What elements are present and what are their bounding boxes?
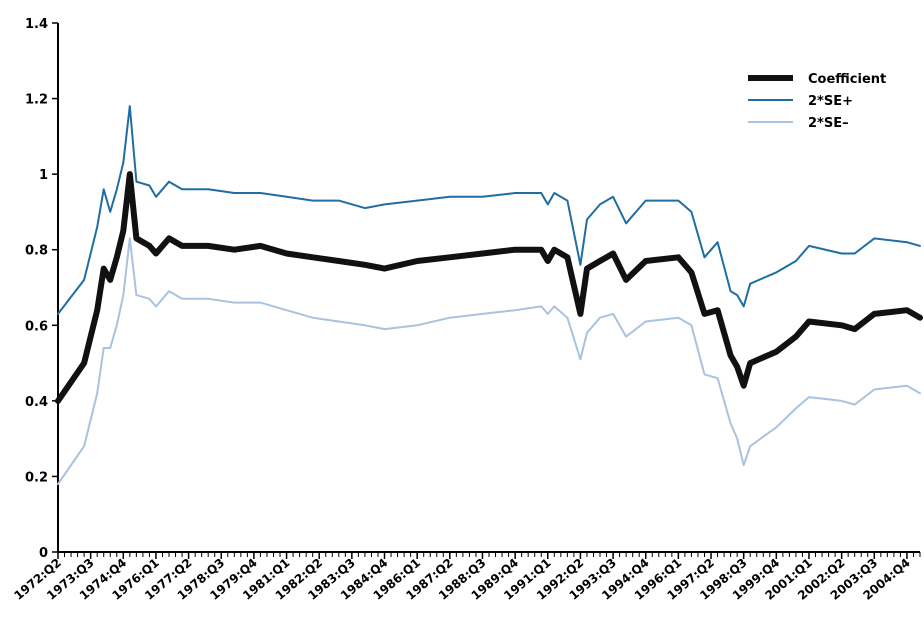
y-tick-label: 0.6: [25, 319, 48, 334]
y-tick-label: 0.2: [25, 470, 48, 485]
y-tick-label: 0.8: [25, 244, 48, 259]
series-line-se-minus: [57, 237, 921, 485]
legend-label: Coefficient: [808, 72, 886, 87]
y-tick-label: 1.4: [25, 17, 48, 32]
legend-label: 2*SE+: [808, 94, 853, 109]
axes: 00.20.40.60.811.21.41972:Q21973:Q31974:Q…: [11, 17, 921, 603]
y-tick-label: 0: [39, 546, 48, 561]
series-layer: [55, 105, 923, 485]
legend-label: 2*SE–: [808, 116, 849, 131]
legend: Coefficient 2*SE+ 2*SE–: [748, 72, 886, 131]
series-line-se-plus: [57, 105, 921, 315]
series-line-coefficient: [55, 171, 923, 404]
y-tick-label: 1: [39, 168, 48, 183]
y-tick-label: 0.4: [25, 395, 48, 410]
y-tick-label: 1.2: [25, 93, 48, 108]
